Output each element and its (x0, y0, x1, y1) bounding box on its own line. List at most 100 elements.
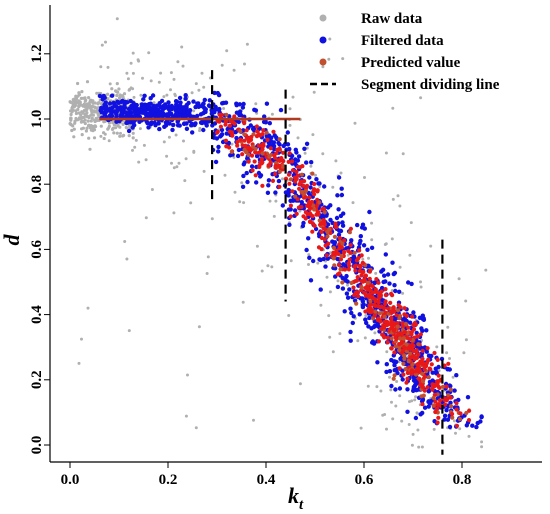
predicted-value-point (404, 313, 409, 319)
predicted-value-point (280, 164, 285, 169)
filtered-data-point (142, 93, 147, 99)
predicted-value-point (446, 361, 451, 366)
predicted-value-point (429, 362, 434, 367)
legend-dot-marker (319, 58, 327, 66)
filtered-data-point (445, 417, 451, 422)
predicted-value-point (359, 253, 364, 258)
predicted-value-point (223, 119, 229, 124)
raw-data-point (95, 91, 99, 95)
raw-data-point (385, 350, 389, 354)
raw-data-point (364, 314, 368, 318)
predicted-value-point (312, 187, 317, 192)
predicted-value-point (358, 264, 363, 270)
filtered-data-point (351, 254, 357, 259)
raw-data-point (391, 197, 395, 201)
predicted-value-point (341, 249, 347, 255)
predicted-value-point (290, 189, 295, 194)
filtered-data-point (308, 278, 314, 283)
raw-data-point (131, 148, 134, 152)
filtered-data-point (308, 185, 313, 190)
predicted-value-point (401, 372, 406, 377)
filtered-data-point (300, 223, 306, 229)
predicted-value-point (301, 183, 306, 188)
predicted-value-point (403, 367, 408, 372)
raw-data-point (390, 400, 393, 404)
filtered-data-point (128, 98, 133, 104)
raw-data-point (77, 91, 81, 95)
raw-data-point (114, 89, 118, 93)
raw-data-point (446, 325, 450, 329)
predicted-value-point (331, 245, 336, 250)
predicted-value-point (394, 313, 399, 318)
filtered-data-point (249, 164, 255, 169)
raw-data-point (223, 173, 227, 177)
predicted-value-point (256, 143, 261, 148)
predicted-value-point (433, 409, 438, 415)
raw-data-point (136, 58, 140, 62)
raw-data-point (121, 122, 125, 126)
predicted-value-point (347, 230, 352, 235)
filtered-data-point (384, 362, 389, 367)
predicted-value-point (339, 245, 344, 250)
filtered-data-point (340, 286, 346, 291)
filtered-data-point (236, 147, 242, 153)
predicted-value-point (310, 171, 315, 176)
raw-data-point (169, 71, 173, 75)
predicted-value-point (319, 235, 324, 241)
raw-data-point (298, 209, 302, 213)
predicted-value-point (422, 367, 427, 372)
filtered-data-point (379, 285, 385, 291)
predicted-value-point (273, 163, 278, 168)
predicted-value-point (385, 306, 391, 311)
filtered-data-point (245, 179, 250, 185)
raw-data-point (72, 135, 76, 139)
raw-data-point (82, 108, 86, 113)
raw-data-point (435, 345, 439, 349)
raw-data-point (408, 253, 412, 257)
predicted-value-point (376, 280, 381, 285)
raw-data-point (370, 238, 374, 242)
raw-data-point (346, 283, 349, 287)
predicted-value-point (376, 339, 381, 344)
raw-data-point (152, 101, 156, 105)
filtered-data-point (299, 200, 304, 205)
predicted-value-point (354, 301, 359, 306)
raw-data-point (407, 423, 411, 426)
filtered-data-point (120, 98, 125, 104)
raw-data-point (391, 417, 395, 421)
predicted-value-point (401, 336, 406, 341)
filtered-data-point (444, 408, 449, 413)
filtered-data-point (150, 93, 156, 98)
filtered-data-point (158, 104, 163, 110)
raw-data-point (296, 136, 300, 140)
predicted-value-point (353, 268, 358, 273)
predicted-value-point (356, 256, 361, 261)
predicted-value-point (432, 350, 437, 356)
filtered-data-point (219, 132, 225, 137)
filtered-data-point (254, 153, 260, 159)
predicted-value-point (365, 280, 370, 285)
predicted-value-point (312, 181, 317, 187)
predicted-value-point (248, 137, 254, 142)
predicted-value-point (363, 293, 369, 298)
predicted-value-point (369, 283, 374, 288)
filtered-data-point (400, 368, 405, 373)
predicted-value-point (363, 273, 368, 278)
predicted-value-point (227, 129, 232, 134)
predicted-value-point (286, 172, 292, 177)
filtered-data-point (216, 107, 221, 113)
raw-data-point (87, 123, 91, 127)
filtered-data-point (185, 110, 190, 116)
filtered-data-point (178, 100, 183, 105)
raw-data-point (95, 116, 99, 120)
filtered-data-point (384, 369, 389, 375)
raw-data-point (353, 121, 357, 125)
filtered-data-point (344, 273, 349, 279)
predicted-value-point (261, 128, 266, 133)
predicted-value-point (389, 315, 394, 320)
raw-data-point (415, 411, 419, 415)
predicted-value-point (242, 147, 247, 152)
predicted-value-point (414, 372, 419, 377)
predicted-value-point (242, 132, 247, 137)
raw-data-point (93, 118, 97, 122)
